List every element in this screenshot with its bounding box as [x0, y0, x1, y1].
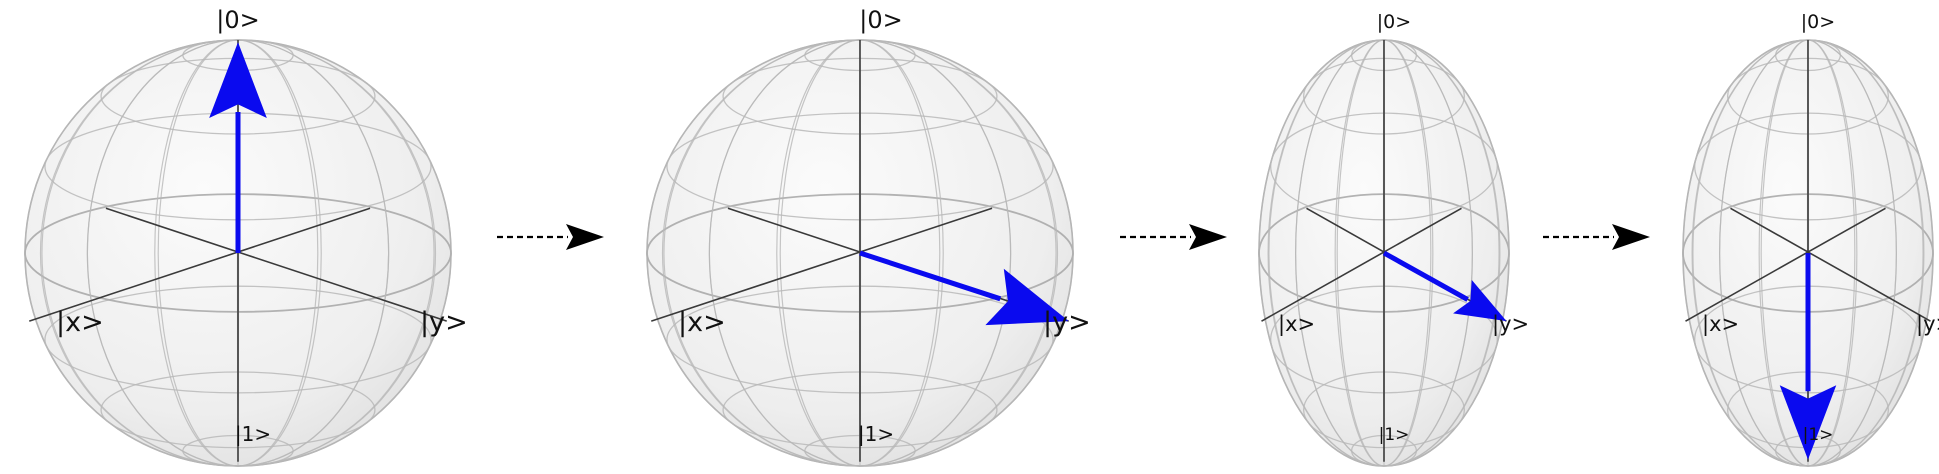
state-vector-head-icon: [209, 42, 267, 119]
state-vector: [1779, 253, 1837, 460]
axis-x: [29, 207, 371, 322]
state-vector-head-icon: [985, 268, 1069, 326]
state-vector: [1382, 250, 1507, 322]
axis-y: [105, 207, 447, 322]
label-zero: |0>: [859, 6, 902, 34]
bloch-sphere-4: |0> |1> |x> |y>: [1682, 11, 1939, 467]
label-y: |y>: [1916, 312, 1939, 337]
axis-y: [1730, 207, 1931, 322]
axis-x: [1685, 207, 1886, 322]
state-vector-head-icon: [1779, 385, 1837, 460]
label-x: |x>: [1278, 312, 1315, 337]
state-vector-shaft: [859, 250, 1002, 302]
label-x: |x>: [56, 307, 104, 338]
transition-arrow-3: [1543, 224, 1650, 250]
label-zero: |0>: [1801, 11, 1835, 33]
bloch-sphere-2: |0> |1> |x> |y>: [646, 6, 1091, 467]
state-vector-shaft: [1382, 250, 1469, 302]
state-vector-head-icon: [1453, 279, 1507, 322]
label-one: |1>: [858, 422, 894, 446]
bloch-sphere-3: |0> |1> |x> |y>: [1258, 11, 1529, 467]
label-y: |y>: [420, 307, 468, 338]
arrow-head-icon: [1189, 224, 1227, 250]
label-y: |y>: [1043, 307, 1091, 338]
axis-lines: [1685, 40, 1931, 462]
state-vector: [209, 42, 267, 253]
label-x: |x>: [1702, 312, 1739, 337]
bloch-sphere-1: |0> |1> |x> |y>: [24, 6, 468, 467]
label-one: |1>: [1803, 425, 1834, 445]
transition-arrow-2: [1120, 224, 1227, 250]
arrow-head-icon: [1612, 224, 1650, 250]
axis-x: [1261, 207, 1462, 322]
label-one: |1>: [235, 422, 271, 446]
label-one: |1>: [1379, 425, 1410, 445]
arrow-head-icon: [566, 224, 604, 250]
transition-arrow-1: [497, 224, 604, 250]
label-zero: |0>: [1377, 11, 1411, 33]
label-y: |y>: [1492, 312, 1529, 337]
state-vector: [859, 250, 1069, 326]
label-x: |x>: [678, 307, 726, 338]
label-zero: |0>: [216, 6, 259, 34]
axis-x: [651, 207, 993, 322]
